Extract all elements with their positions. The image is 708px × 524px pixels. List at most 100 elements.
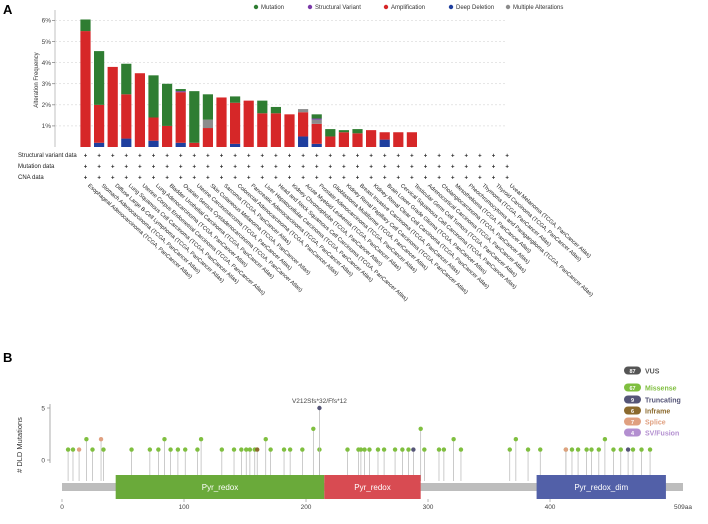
row-marker: +	[437, 154, 441, 160]
row-marker: +	[424, 154, 428, 160]
row-marker: +	[315, 165, 319, 171]
legend-badge	[624, 366, 641, 375]
row-marker: +	[329, 176, 333, 182]
legend-badge	[624, 417, 641, 426]
legend-label: VUS	[645, 369, 660, 376]
bar-segment-mutation	[352, 129, 363, 134]
lollipop-head-missense	[611, 447, 616, 452]
row-marker: +	[152, 176, 156, 182]
lollipop-head-missense	[538, 447, 543, 452]
lollipop-head-truncating	[625, 447, 631, 452]
row-marker: +	[369, 154, 373, 160]
bar-segment-deep-deletion	[298, 136, 309, 147]
lollipop-head-missense	[584, 447, 589, 452]
lollipop-head-missense	[406, 447, 411, 452]
lollipop-head-missense	[183, 447, 188, 452]
bar-segment-deep-deletion	[311, 143, 322, 147]
bar-segment-amplification	[148, 117, 159, 141]
lollipop-head-missense	[311, 426, 316, 431]
bar-segment-mutation	[175, 89, 186, 92]
row-marker: +	[465, 154, 469, 160]
row-marker: +	[356, 165, 360, 171]
panel-a-legend: Mutation Structural Variant Amplification D…	[253, 4, 563, 11]
x-tick-label-end: 509aa	[674, 504, 692, 511]
bar-segment-multiple-alterations	[311, 119, 322, 124]
row-marker: +	[138, 165, 142, 171]
row-marker: +	[342, 154, 346, 160]
lollipop-head-missense	[198, 437, 204, 442]
lollipop-head-missense	[70, 447, 76, 452]
lollipop-head-missense	[596, 447, 602, 452]
x-tick-label: 400	[545, 504, 556, 511]
protein-track: Pyr_redox Pyr_redox Pyr_redox_dim	[62, 475, 683, 499]
panel-a-y-axis-label: Alteration Frequency	[34, 52, 40, 107]
row-marker: +	[424, 165, 428, 171]
bar-segment-deep-deletion	[379, 139, 390, 147]
lollipop-head-missense	[618, 447, 623, 452]
row-marker: +	[84, 154, 88, 160]
lollipop-head-missense	[300, 447, 305, 452]
legend-swatch-amplification	[383, 4, 389, 10]
row-marker: +	[369, 165, 373, 171]
row-marker: +	[451, 176, 455, 182]
lollipop-head-missense	[458, 447, 464, 452]
lollipop-head-missense	[639, 447, 644, 452]
row-marker: +	[410, 154, 414, 160]
row-marker: +	[342, 176, 346, 182]
row-marker: +	[125, 154, 129, 160]
y-tick-label: 5	[41, 405, 45, 412]
lollipop-head-missense	[287, 447, 293, 452]
legend-label: Deep Deletion	[456, 5, 494, 11]
lollipop-head-missense	[231, 447, 237, 452]
row-marker: +	[165, 165, 169, 171]
lollipop-head-missense	[507, 447, 512, 452]
panel-b-annotation: V212Sfs*32/Ffs*12	[292, 398, 347, 405]
bar-segment-deep-deletion	[94, 142, 105, 147]
row-marker: +	[437, 176, 441, 182]
bar-segment-mutation	[121, 63, 132, 95]
lollipop-head-missense	[647, 447, 653, 452]
lollipop-head-missense	[281, 447, 287, 452]
panel-a-label: A	[3, 2, 13, 17]
row-marker: +	[165, 154, 169, 160]
bar-segment-mutation	[270, 106, 281, 114]
x-tick-label: 200	[301, 504, 312, 511]
legend-count: 87	[629, 369, 635, 375]
row-marker: +	[465, 176, 469, 182]
lollipop-head-missense	[129, 447, 134, 452]
lollipop-head-missense	[168, 447, 173, 452]
row-label: Structural variant data	[18, 153, 77, 159]
bar-segment-amplification	[393, 132, 404, 147]
y-tick-label: 5%	[42, 39, 52, 46]
row-marker: +	[125, 165, 129, 171]
domain-label: Pyr_redox	[354, 483, 390, 492]
row-marker: +	[220, 165, 224, 171]
row-marker: +	[247, 165, 251, 171]
lollipop-head-missense	[513, 437, 519, 442]
row-marker: +	[193, 165, 197, 171]
panel-b-lollipops	[65, 405, 653, 481]
row-marker: +	[247, 176, 251, 182]
legend-label: Splice	[645, 420, 666, 427]
row-marker: +	[342, 165, 346, 171]
bar-segment-amplification	[284, 114, 295, 147]
lollipop-head-missense	[358, 447, 364, 452]
row-marker: +	[301, 165, 305, 171]
row-marker: +	[84, 176, 88, 182]
lollipop-head-missense	[101, 447, 106, 452]
row-label: CNA data	[18, 175, 44, 181]
lollipop-head-missense	[451, 437, 456, 442]
bar-segment-deep-deletion	[148, 140, 159, 147]
lollipop-head-missense	[268, 447, 273, 452]
row-marker: +	[397, 176, 401, 182]
row-marker: +	[193, 176, 197, 182]
row-marker: +	[179, 165, 183, 171]
lollipop-head-missense	[239, 447, 244, 452]
lollipop-head-missense	[569, 447, 575, 452]
lollipop-head-missense	[345, 447, 350, 452]
lollipop-head-missense	[195, 447, 200, 452]
row-marker: +	[97, 176, 101, 182]
legend-label: Amplification	[391, 5, 425, 11]
legend-badge	[624, 383, 641, 392]
